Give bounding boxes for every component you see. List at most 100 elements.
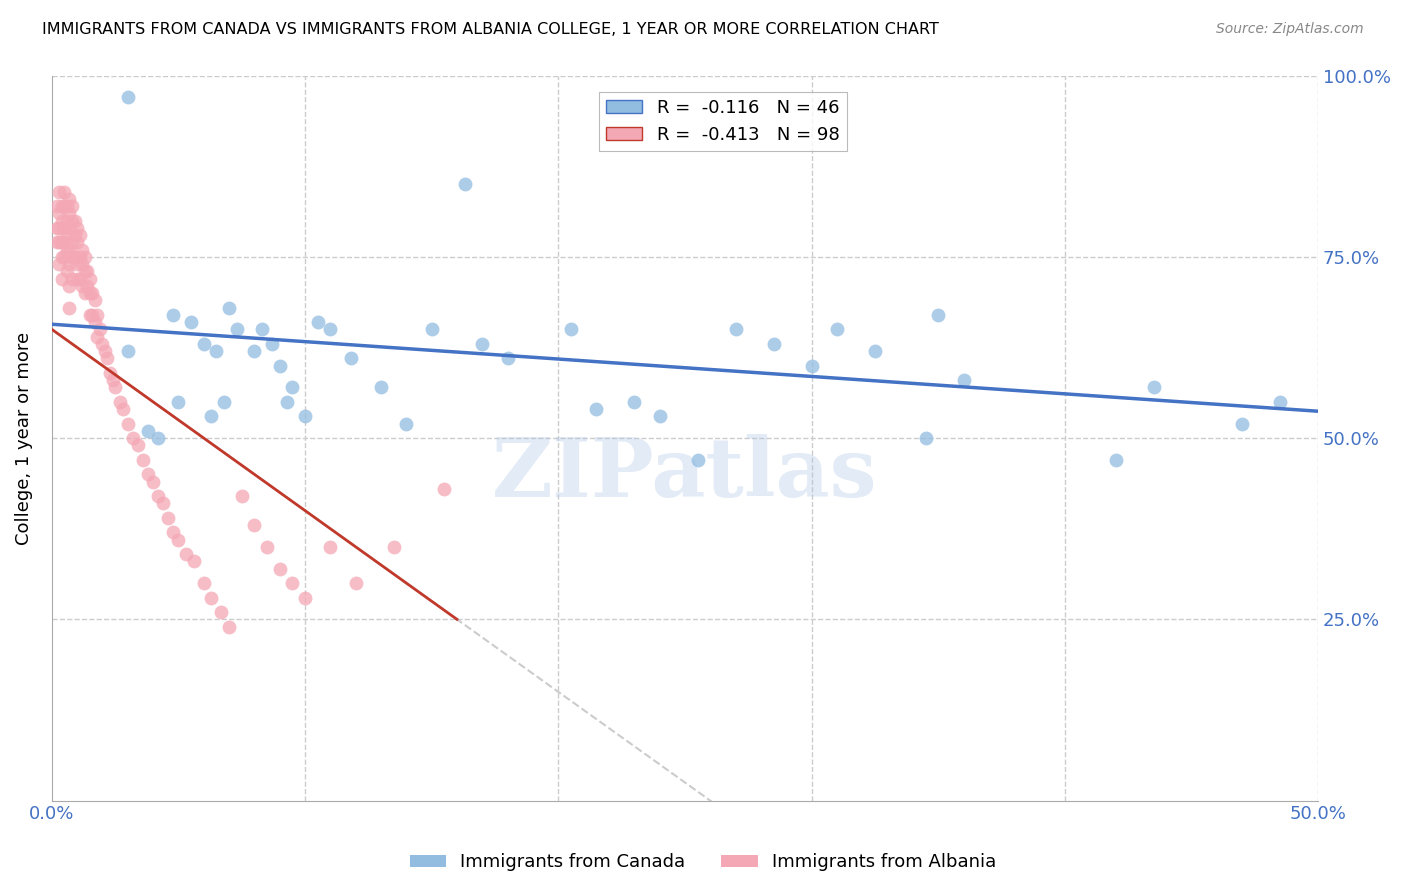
Point (58, 192, 80, 206)
Point (433, 482, 456, 496)
Point (1230, 417, 1253, 431)
Point (193, 576, 215, 591)
Point (69, 271, 91, 285)
Point (174, 547, 197, 561)
Point (51, 250, 73, 264)
Point (48, 206, 70, 220)
Point (117, 344, 139, 359)
Point (60, 213, 83, 227)
Point (269, 359, 291, 373)
Point (200, 591, 222, 605)
Point (146, 489, 169, 503)
Point (60, 271, 83, 285)
Point (132, 452, 155, 467)
Point (211, 605, 233, 619)
Point (294, 409, 316, 424)
Point (76, 264, 98, 278)
Legend: R =  -0.116   N = 46, R =  -0.413   N = 98: R = -0.116 N = 46, R = -0.413 N = 98 (599, 92, 846, 152)
Point (825, 322, 848, 336)
Point (82, 286, 104, 301)
Point (51, 199, 73, 213)
Point (63, 250, 86, 264)
Point (89, 322, 111, 336)
Point (58, 243, 80, 257)
Point (60, 199, 83, 213)
Point (58, 220, 80, 235)
Point (69, 250, 91, 264)
Point (76, 278, 98, 293)
Point (205, 344, 228, 359)
Point (319, 322, 342, 336)
Point (453, 178, 475, 192)
Point (167, 533, 190, 547)
Point (193, 336, 215, 351)
Point (104, 380, 127, 394)
Point (63, 227, 86, 242)
Point (1142, 380, 1164, 394)
Point (82, 308, 104, 322)
Point (56, 213, 79, 227)
Point (157, 511, 180, 525)
Point (420, 322, 443, 336)
Point (66, 235, 89, 250)
Point (127, 438, 149, 452)
Point (136, 424, 159, 438)
Point (70, 278, 93, 293)
Point (623, 394, 645, 409)
Point (382, 540, 405, 554)
Point (180, 315, 202, 329)
Point (800, 359, 823, 373)
Point (53, 199, 76, 213)
Point (53, 185, 76, 199)
Point (48, 220, 70, 235)
Point (560, 322, 582, 336)
Point (1104, 452, 1126, 467)
Point (70, 257, 93, 271)
Point (45, 220, 67, 235)
Point (762, 336, 785, 351)
Point (69, 227, 91, 242)
Point (276, 394, 298, 409)
Point (60, 250, 83, 264)
Point (585, 402, 607, 417)
Point (243, 344, 266, 359)
Point (48, 235, 70, 250)
Point (53, 235, 76, 250)
Point (108, 394, 131, 409)
Point (952, 373, 974, 387)
Legend: Immigrants from Canada, Immigrants from Albania: Immigrants from Canada, Immigrants from … (402, 847, 1004, 879)
Point (91, 336, 114, 351)
Point (73, 286, 96, 301)
Y-axis label: College, 1 year or more: College, 1 year or more (15, 332, 32, 545)
Point (724, 322, 747, 336)
Point (218, 301, 240, 315)
Point (86, 308, 108, 322)
Point (60, 235, 83, 250)
Point (225, 322, 247, 336)
Point (56, 199, 79, 213)
Point (256, 540, 278, 554)
Point (162, 525, 184, 540)
Point (56, 243, 79, 257)
Point (58, 278, 80, 293)
Point (63, 213, 86, 227)
Point (167, 394, 190, 409)
Point (212, 394, 235, 409)
Point (231, 489, 253, 503)
Point (370, 380, 392, 394)
Point (66, 220, 89, 235)
Point (250, 322, 273, 336)
Point (262, 336, 284, 351)
Point (243, 518, 266, 533)
Point (294, 591, 316, 605)
Point (45, 235, 67, 250)
Text: ZIPatlas: ZIPatlas (492, 434, 877, 515)
Point (117, 417, 139, 431)
Point (98, 366, 121, 380)
Point (281, 576, 304, 591)
Point (58, 301, 80, 315)
Point (339, 351, 361, 366)
Point (58, 257, 80, 271)
Point (146, 431, 169, 445)
Text: Source: ZipAtlas.com: Source: ZipAtlas.com (1216, 22, 1364, 37)
